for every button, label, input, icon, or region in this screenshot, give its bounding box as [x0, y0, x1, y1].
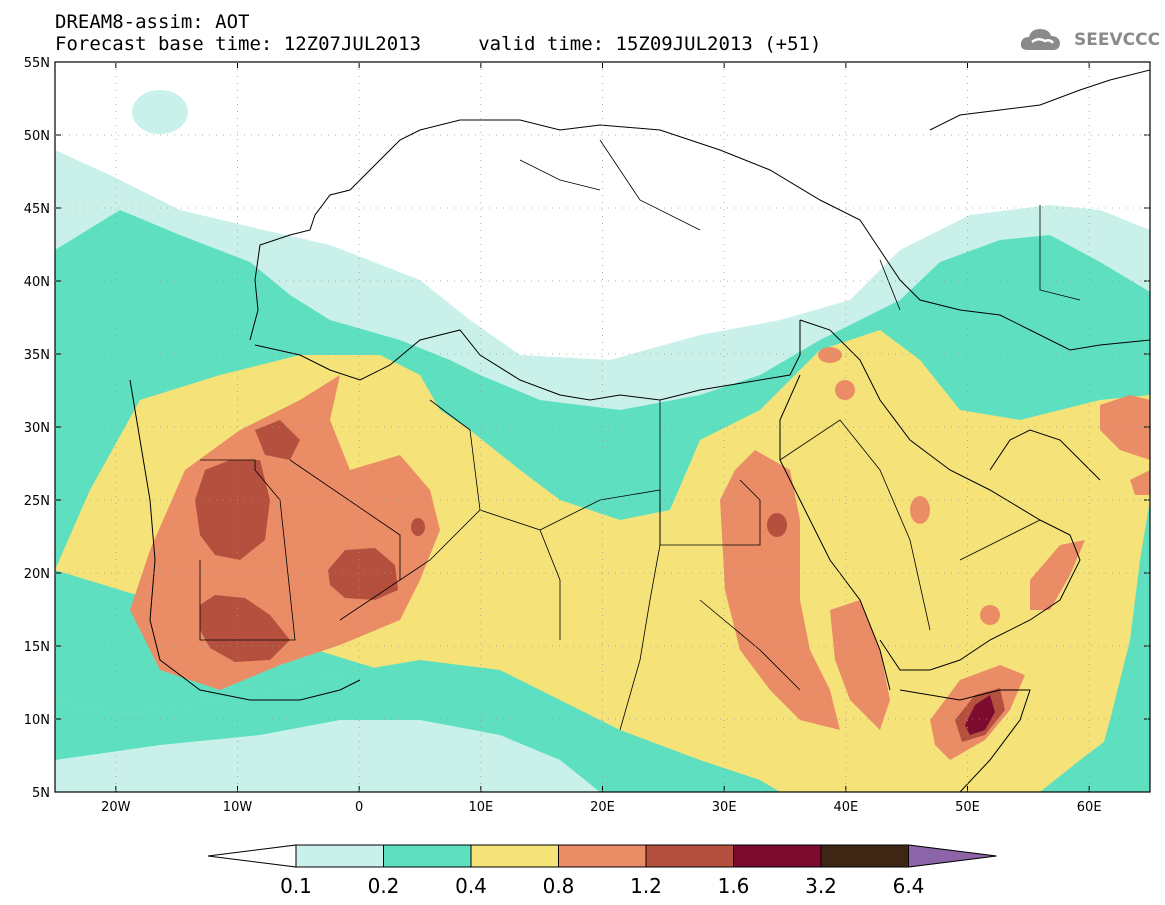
lat-tick-label: 30N: [24, 421, 50, 436]
lat-tick-label: 45N: [24, 202, 50, 217]
logo-text: SEEVCCC: [1074, 30, 1161, 50]
lat-tick-label: 10N: [24, 713, 50, 728]
cloud-icon: [1020, 29, 1060, 50]
forecast-time-subtitle: Forecast base time: 12Z07JUL2013 valid t…: [55, 33, 822, 55]
lat-tick-label: 25N: [24, 494, 50, 509]
lat-tick-label: 55N: [24, 56, 50, 71]
aot-contour-1.6: [965, 695, 995, 735]
lon-tick-label: 20W: [101, 800, 131, 815]
gridlines: [55, 62, 1150, 792]
colorbar-segment: [820, 844, 909, 868]
colorbar-label: 0.2: [368, 874, 400, 898]
lon-tick-label: 50E: [955, 800, 980, 815]
map-title: DREAM8-assim: AOT: [55, 11, 250, 33]
lon-tick-label: 0: [355, 800, 363, 815]
aot-field: [55, 62, 1150, 792]
lon-tick-label: 60E: [1077, 800, 1102, 815]
aot-contour-1.2: [195, 460, 270, 560]
lat-tick-label: 40N: [24, 275, 50, 290]
colorbar-label: 1.2: [630, 874, 662, 898]
lat-tick-label: 5N: [32, 786, 50, 801]
lon-tick-label: 20E: [590, 800, 615, 815]
lon-tick-label: 10W: [223, 800, 253, 815]
colorbar-under-triangle: [207, 844, 297, 868]
colorbar-segment: [383, 844, 472, 868]
country-borders: [199, 139, 1081, 731]
colorbar-segment: [645, 844, 734, 868]
colorbar: 0.1 0.2 0.4 0.8 1.2 1.6 3.2 6.4: [207, 844, 997, 898]
lat-tick-label: 15N: [24, 640, 50, 655]
colorbar-label: 1.6: [718, 874, 750, 898]
colorbar-segment: [295, 844, 384, 868]
colorbar-segment: [733, 844, 822, 868]
lon-tick-label: 40E: [833, 800, 858, 815]
colorbar-label: 0.4: [455, 874, 487, 898]
longitude-axis: 20W 10W 0 10E 20E 30E 40E 50E 60E: [101, 62, 1102, 815]
colorbar-label: 0.1: [280, 874, 312, 898]
colorbar-segment: [558, 844, 647, 868]
colorbar-label: 6.4: [893, 874, 925, 898]
coastlines: [129, 69, 1150, 792]
lat-tick-label: 20N: [24, 567, 50, 582]
lat-tick-label: 35N: [24, 348, 50, 363]
colorbar-segment: [470, 844, 559, 868]
lon-tick-label: 30E: [712, 800, 737, 815]
colorbar-label: 3.2: [805, 874, 837, 898]
lon-tick-label: 10E: [468, 800, 493, 815]
colorbar-label: 0.8: [543, 874, 575, 898]
lat-tick-label: 50N: [24, 129, 50, 144]
colorbar-over-triangle: [908, 844, 997, 868]
